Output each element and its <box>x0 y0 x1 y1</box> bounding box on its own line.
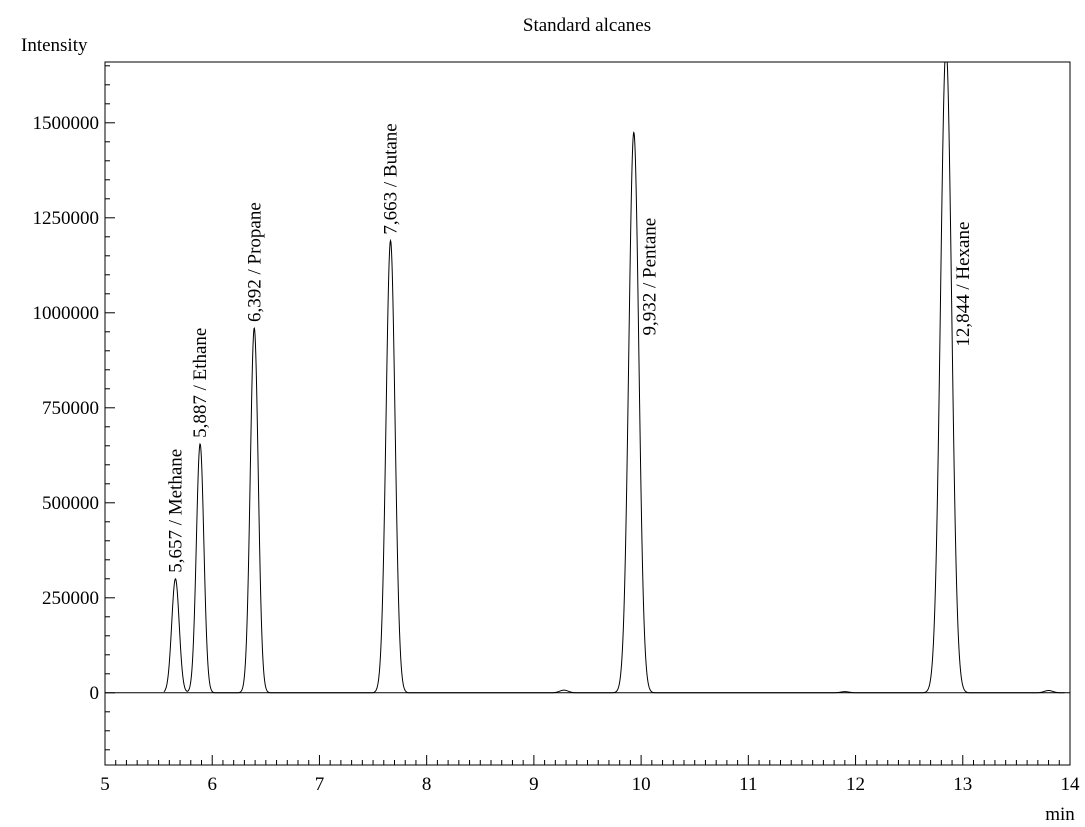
x-tick-label: 6 <box>207 774 217 795</box>
peak-label: 6,392 / Propane <box>244 202 265 322</box>
y-tick-label: 500000 <box>42 493 99 514</box>
x-tick-label: 11 <box>739 774 757 795</box>
y-axis-title: Intensity <box>21 35 88 56</box>
y-tick-label: 1000000 <box>33 303 100 324</box>
x-tick-label: 10 <box>632 774 651 795</box>
x-tick-label: 12 <box>846 774 865 795</box>
y-tick-label: 1500000 <box>33 113 100 134</box>
y-tick-label: 250000 <box>42 588 99 609</box>
plot-area <box>104 61 1071 766</box>
x-tick-label: 9 <box>529 774 539 795</box>
x-axis-ticks: 5 6 7 8 9 10 11 12 13 14 <box>100 755 1080 795</box>
x-tick-label: 8 <box>422 774 432 795</box>
x-tick-label: 14 <box>1061 774 1081 795</box>
chart-title: Standard alcanes <box>523 15 651 36</box>
x-tick-label: 7 <box>315 774 325 795</box>
peak-label: 12,844 / Hexane <box>953 222 974 347</box>
x-tick-label: 5 <box>100 774 110 795</box>
y-tick-label: 0 <box>90 683 100 704</box>
peak-label: 9,932 / Pentane <box>640 218 661 336</box>
x-tick-label: 13 <box>953 774 972 795</box>
peak-label: 5,887 / Ethane <box>190 328 211 438</box>
peak-label: 7,663 / Butane <box>381 123 402 234</box>
y-axis-ticks: 0 250000 500000 750000 1000000 1250000 1500000 <box>33 65 115 751</box>
y-tick-label: 1250000 <box>33 208 100 229</box>
y-tick-label: 750000 <box>42 398 99 419</box>
chromatogram-trace <box>163 61 1065 694</box>
x-axis-title: min <box>1045 804 1075 825</box>
peak-label: 5,657 / Methane <box>165 449 186 573</box>
